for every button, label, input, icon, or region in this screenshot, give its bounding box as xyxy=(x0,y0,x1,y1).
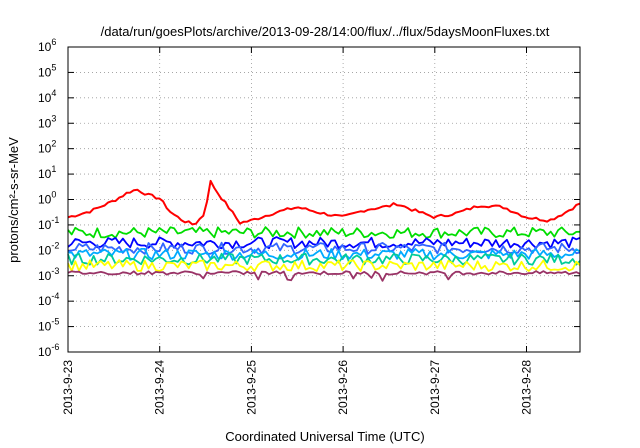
x-tick-label: 2013-9-24 xyxy=(153,360,167,415)
series-line xyxy=(67,236,581,250)
y-axis-label: protons/cm²-s-sr-MeV xyxy=(6,137,21,263)
series-group xyxy=(67,179,581,282)
series-line xyxy=(67,179,581,226)
x-tick-label: 2013-9-25 xyxy=(244,360,258,415)
series-line xyxy=(67,270,581,282)
y-tick-label: 101 xyxy=(38,164,56,181)
y-tick-label: 104 xyxy=(38,88,56,105)
y-tick-label: 10-4 xyxy=(38,291,59,308)
series-line xyxy=(67,241,581,255)
series-line xyxy=(67,226,581,239)
x-tick-label: 2013-9-26 xyxy=(336,360,350,415)
x-tick-labels: 2013-9-23 2013-9-24 2013-9-25 2013-9-26 2013… xyxy=(61,360,534,415)
y-tick-label: 102 xyxy=(38,139,56,156)
y-tick-label: 10-3 xyxy=(38,266,59,283)
series-line xyxy=(67,248,581,261)
plot-frame xyxy=(67,46,581,353)
y-tick-labels: 10-6 10-5 10-4 10-3 10-2 10-1 100 101 102 103 104 1… xyxy=(38,37,59,359)
series-line xyxy=(67,252,581,266)
chart-title: /data/run/goesPlots/archive/2013-09-28/1… xyxy=(101,24,550,39)
grid xyxy=(67,46,580,353)
x-tick-label: 2013-9-23 xyxy=(61,360,75,415)
series-line xyxy=(67,259,581,272)
y-tick-label: 103 xyxy=(38,113,56,130)
y-tick-label: 10-6 xyxy=(38,342,59,359)
y-tick-label: 105 xyxy=(38,62,56,79)
y-tick-label: 10-5 xyxy=(38,317,59,334)
y-tick-label: 100 xyxy=(38,190,56,207)
y-tick-label: 10-1 xyxy=(38,215,59,232)
y-tick-label: 106 xyxy=(38,37,56,54)
x-tick-label: 2013-9-28 xyxy=(520,360,534,415)
y-tick-label: 10-2 xyxy=(38,240,59,257)
x-axis-label: Coordinated Universal Time (UTC) xyxy=(225,429,424,444)
x-tick-label: 2013-9-27 xyxy=(428,360,442,415)
